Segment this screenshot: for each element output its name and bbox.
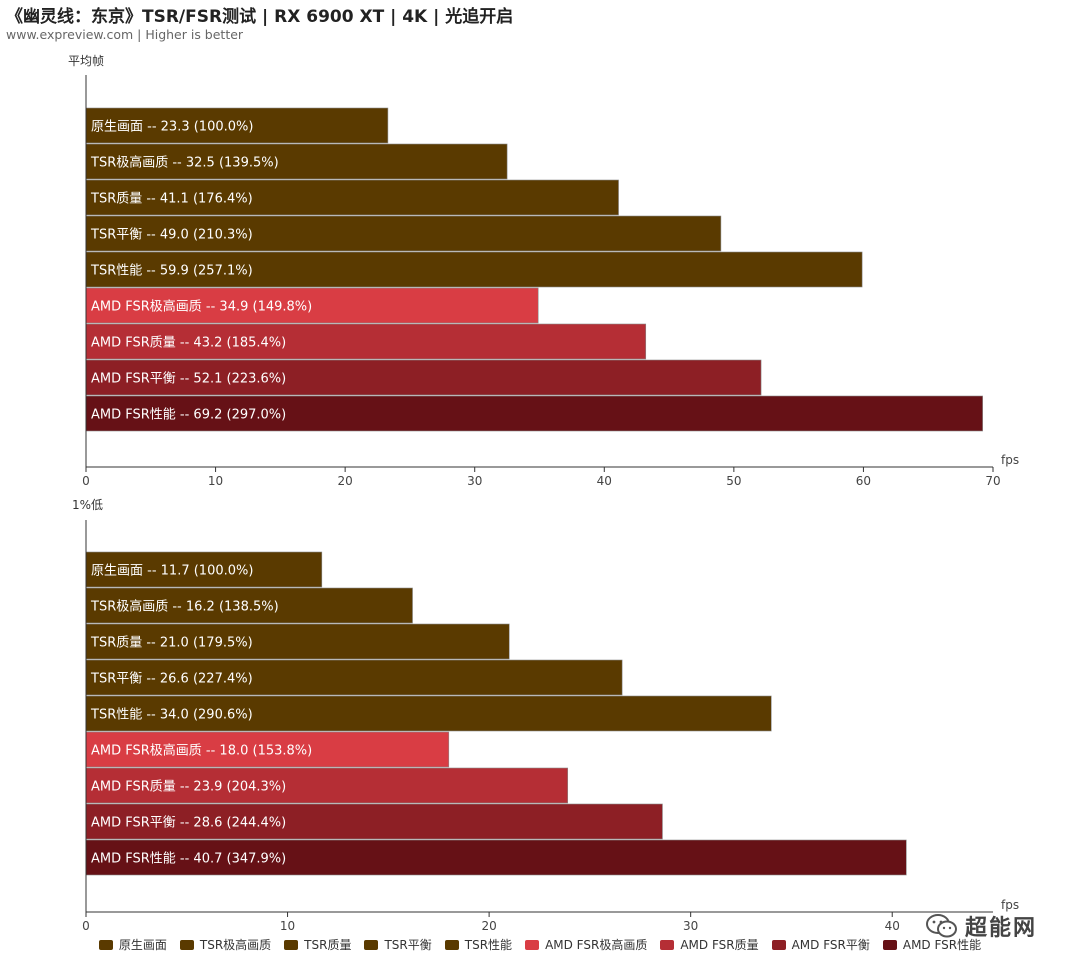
chart-1-bar [85, 179, 619, 216]
legend-label: AMD FSR质量 [680, 938, 759, 952]
chart-1-tick-label: 10 [208, 474, 223, 488]
chart-2-tick-label: 20 [481, 919, 496, 933]
legend-label: TSR性能 [464, 938, 513, 952]
chart-2-bar-label: TSR平衡 -- 26.6 (227.4%) [90, 672, 253, 687]
chart-1-bar-label: TSR性能 -- 59.9 (257.1%) [90, 264, 253, 279]
chart-1-bar [85, 215, 722, 252]
legend-item: AMD FSR平衡 [771, 936, 870, 953]
chart-1-ylabel: 平均帧 [68, 54, 104, 68]
chart-2-bar [85, 623, 510, 660]
legend-label: AMD FSR平衡 [791, 938, 870, 952]
legend-label: TSR平衡 [384, 938, 432, 952]
chart-2-bar-label: TSR质量 -- 21.0 (179.5%) [90, 636, 253, 651]
chart-1-bar-label: AMD FSR性能 -- 69.2 (297.0%) [91, 408, 286, 423]
legend-item: 原生画面 [98, 936, 167, 953]
legend-label: TSR质量 [304, 938, 352, 952]
chart-2-bar-label: TSR性能 -- 34.0 (290.6%) [90, 708, 253, 723]
legend-label: AMD FSR极高画质 [545, 938, 648, 952]
legend-item: AMD FSR质量 [660, 936, 759, 953]
legend-item: AMD FSR性能 [882, 936, 982, 953]
legend: 原生画面 TSR极高画质 TSR质量 TSR平衡 TSR性能 AMD FSR极高画质 AMD… [0, 936, 1080, 953]
chart-1-tick-label: 0 [82, 474, 90, 488]
chart-2-bar [85, 767, 569, 804]
legend-swatch [882, 939, 897, 950]
chart-2-tick-label: 10 [280, 919, 295, 933]
chart-2-bar [85, 803, 663, 840]
legend-item: TSR平衡 [364, 936, 432, 953]
chart-2-bar-label: AMD FSR平衡 -- 28.6 (244.4%) [91, 816, 286, 831]
legend-label: TSR极高画质 [199, 938, 272, 952]
chart-2-xlabel: fps [1001, 898, 1019, 912]
watermark: 超能网 [925, 910, 1037, 942]
chart-2-bar [85, 551, 323, 588]
legend-swatch [660, 939, 675, 950]
chart-2-bar [85, 695, 772, 732]
chart-1-tick-label: 30 [467, 474, 482, 488]
legend-swatch [525, 939, 540, 950]
legend-swatch [771, 939, 786, 950]
chart-2-bar [85, 659, 623, 696]
chart-1-bar-label: 原生画面 -- 23.3 (100.0%) [91, 120, 253, 135]
chart-1-bar-label: TSR平衡 -- 49.0 (210.3%) [90, 228, 253, 243]
chart-2-bar [85, 731, 450, 768]
chart-1-bar-label: AMD FSR平衡 -- 52.1 (223.6%) [91, 372, 286, 387]
chart-1-bar [85, 395, 983, 432]
legend-item: TSR质量 [284, 936, 351, 953]
legend-item: AMD FSR极高画质 [525, 936, 647, 953]
chart-2-bar [85, 587, 413, 624]
chart-1-bar [85, 359, 762, 396]
legend-item: TSR极高画质 [179, 936, 272, 953]
chart-1-bar-label: TSR质量 -- 41.1 (176.4%) [90, 192, 253, 207]
legend-label: AMD FSR性能 [902, 938, 982, 952]
chart-2-tick-label: 30 [683, 919, 698, 933]
chart-subtitle: www.expreview.com | Higher is better [6, 27, 244, 42]
chart-1-tick-label: 50 [726, 474, 741, 488]
chart-1-tick-label: 20 [338, 474, 353, 488]
watermark-text: 超能网 [965, 916, 1038, 941]
chart-2-bar-label: AMD FSR质量 -- 23.9 (204.3%) [91, 780, 286, 795]
legend-swatch [98, 939, 113, 950]
chart-2-bar-label: 原生画面 -- 11.7 (100.0%) [91, 564, 253, 579]
chart-1-tick-label: 40 [597, 474, 612, 488]
chart-title: 《幽灵线：东京》TSR/FSR测试 | RX 6900 XT | 4K | 光追… [6, 7, 514, 27]
legend-item: TSR性能 [444, 936, 513, 953]
chart-2-ylabel: 1%低 [72, 498, 103, 512]
legend-swatch [284, 939, 299, 950]
legend-swatch [179, 939, 194, 950]
legend-swatch [444, 939, 459, 950]
chart-2-tick-label: 40 [885, 919, 900, 933]
chart-1-xlabel: fps [1001, 453, 1019, 467]
chart-2-bar-label: AMD FSR性能 -- 40.7 (347.9%) [91, 852, 286, 867]
chart-1-bar [85, 107, 389, 144]
chart-2-tick-label: 0 [82, 919, 90, 933]
chart-2-bar [85, 839, 907, 876]
chart-1-bar-label: AMD FSR极高画质 -- 34.9 (149.8%) [91, 299, 312, 315]
chart-1-bar [85, 251, 863, 288]
chart-2-bar-label: AMD FSR极高画质 -- 18.0 (153.8%) [91, 743, 312, 759]
chart-1-bar-label: AMD FSR质量 -- 43.2 (185.4%) [91, 336, 286, 351]
chart-1-bar [85, 287, 539, 324]
legend-swatch [364, 939, 379, 950]
chart-2-bar-label: TSR极高画质 -- 16.2 (138.5%) [90, 599, 279, 615]
legend-label: 原生画面 [118, 938, 167, 952]
chart-1-tick-label: 60 [856, 474, 871, 488]
chart-1-tick-label: 70 [985, 474, 1000, 488]
chart-1-bar [85, 323, 647, 360]
chart-1-bar-label: TSR极高画质 -- 32.5 (139.5%) [90, 155, 279, 171]
wechat-logo-icon [926, 914, 957, 938]
chart-1-bar [85, 143, 508, 180]
